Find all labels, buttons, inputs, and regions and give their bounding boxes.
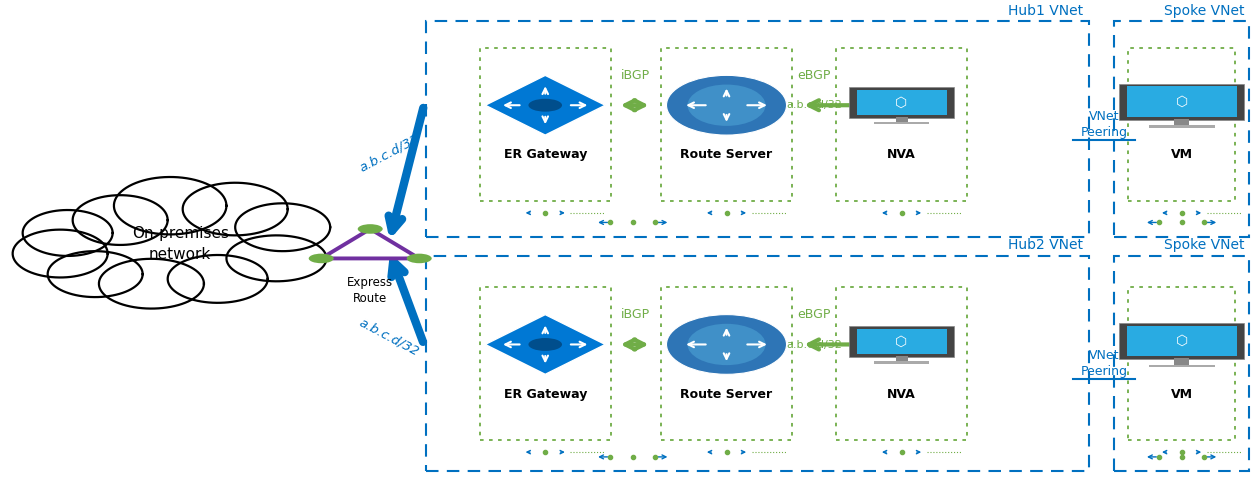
Text: NVA: NVA: [887, 148, 916, 161]
Polygon shape: [236, 203, 331, 251]
Circle shape: [407, 254, 432, 263]
Text: ⬡: ⬡: [1175, 95, 1188, 109]
Polygon shape: [114, 177, 227, 234]
Ellipse shape: [667, 315, 787, 375]
Bar: [1126, 87, 1237, 117]
Text: NVA: NVA: [887, 388, 916, 400]
Bar: [1114, 256, 1249, 471]
Bar: [660, 48, 792, 201]
Text: a.b.c.d/32: a.b.c.d/32: [786, 100, 842, 111]
Text: On-premises
network: On-premises network: [132, 226, 228, 262]
Text: Route Server: Route Server: [680, 148, 773, 161]
Bar: [480, 287, 611, 440]
Circle shape: [529, 99, 563, 112]
Polygon shape: [485, 75, 605, 135]
Text: eBGP: eBGP: [797, 69, 831, 82]
Bar: [1129, 48, 1234, 201]
Bar: [857, 329, 946, 354]
Bar: [875, 122, 928, 124]
Bar: [896, 117, 907, 122]
Text: a.b.c.d/32: a.b.c.d/32: [357, 132, 421, 174]
Bar: [426, 256, 1089, 471]
Bar: [836, 287, 967, 440]
FancyBboxPatch shape: [1119, 84, 1244, 120]
Bar: [896, 356, 907, 362]
Polygon shape: [99, 259, 204, 309]
Text: ER Gateway: ER Gateway: [504, 148, 586, 161]
Bar: [1129, 287, 1234, 440]
Circle shape: [357, 224, 382, 234]
Bar: [660, 287, 792, 440]
Bar: [480, 48, 611, 201]
Text: iBGP: iBGP: [621, 308, 650, 321]
Text: VNet
Peering: VNet Peering: [1080, 110, 1128, 139]
Text: VNet
Peering: VNet Peering: [1080, 349, 1128, 378]
Text: ⬡: ⬡: [1175, 334, 1188, 348]
Bar: [1149, 365, 1214, 367]
Circle shape: [529, 338, 563, 351]
Ellipse shape: [688, 85, 766, 126]
Polygon shape: [73, 195, 168, 245]
Text: Spoke VNet: Spoke VNet: [1164, 4, 1244, 18]
Polygon shape: [23, 210, 113, 256]
Ellipse shape: [667, 75, 787, 135]
Bar: [857, 90, 946, 115]
FancyBboxPatch shape: [850, 326, 954, 357]
Polygon shape: [168, 255, 268, 303]
Polygon shape: [13, 230, 108, 278]
Text: Spoke VNet: Spoke VNet: [1164, 238, 1244, 252]
Text: a.b.c.d/32: a.b.c.d/32: [786, 339, 842, 350]
Text: iBGP: iBGP: [621, 69, 650, 82]
Ellipse shape: [688, 324, 766, 365]
Polygon shape: [48, 251, 143, 297]
Text: Express
Route: Express Route: [347, 276, 393, 305]
Bar: [1114, 21, 1249, 237]
Bar: [426, 21, 1089, 237]
Polygon shape: [485, 315, 605, 375]
Bar: [836, 48, 967, 201]
FancyBboxPatch shape: [1119, 323, 1244, 359]
Circle shape: [308, 254, 333, 263]
Text: Hub2 VNet: Hub2 VNet: [1007, 238, 1083, 252]
Text: ⬡: ⬡: [896, 95, 907, 110]
Text: ER Gateway: ER Gateway: [504, 388, 586, 400]
Bar: [1174, 119, 1189, 126]
Text: a.b.c.d/32: a.b.c.d/32: [357, 316, 421, 358]
Text: ⬡: ⬡: [896, 335, 907, 349]
Bar: [875, 361, 928, 364]
Polygon shape: [227, 235, 327, 281]
Text: Route Server: Route Server: [680, 388, 773, 400]
Bar: [1174, 358, 1189, 365]
Text: VM: VM: [1170, 388, 1193, 400]
Polygon shape: [183, 183, 288, 235]
Text: eBGP: eBGP: [797, 308, 831, 321]
FancyBboxPatch shape: [850, 87, 954, 118]
Bar: [1149, 126, 1214, 128]
Text: VM: VM: [1170, 148, 1193, 161]
Text: Hub1 VNet: Hub1 VNet: [1007, 4, 1083, 18]
Bar: [1126, 326, 1237, 356]
